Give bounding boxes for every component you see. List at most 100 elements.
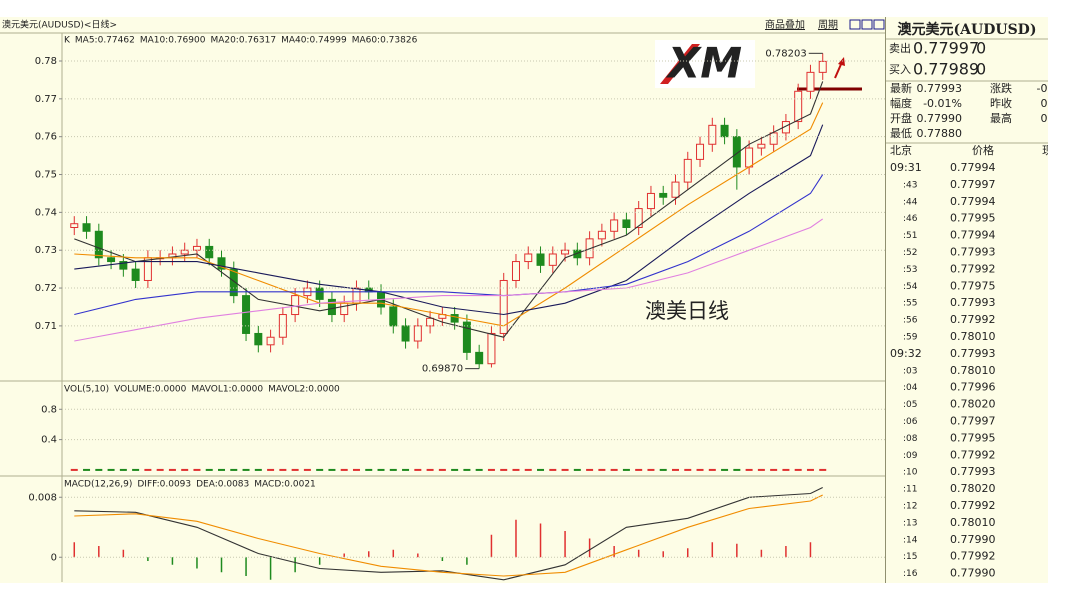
tick-time: :10: [903, 468, 918, 478]
volume-bar: [414, 468, 422, 471]
toolbar-button[interactable]: 周期: [818, 19, 838, 31]
volume-bar: [218, 468, 226, 471]
tick-time: :14: [903, 535, 918, 545]
volume-bar: [782, 468, 790, 471]
candle-body: [659, 192, 668, 198]
volume-bar: [733, 468, 741, 471]
volume-bar: [610, 468, 618, 471]
tick-time: :54: [903, 282, 918, 292]
quote-price: 0.77997: [913, 39, 979, 58]
window: [0, 17, 1048, 583]
candle-body: [671, 181, 680, 198]
candle-body: [720, 124, 729, 138]
tick-time: :53: [903, 265, 917, 275]
volume-bar: [745, 468, 753, 471]
tick-price: 0.78010: [950, 330, 996, 343]
table-header: 北京: [890, 143, 912, 157]
stat-cell: -0.000: [1037, 82, 1069, 95]
candle-body: [536, 253, 545, 266]
candle-body: [610, 219, 619, 232]
candle-body: [119, 261, 128, 270]
volume-bar: [475, 468, 483, 471]
candle-body: [794, 90, 803, 123]
volume-bar: [500, 468, 508, 471]
tick-time: :44: [903, 197, 918, 207]
legend-entry: MA20:0.76317: [210, 36, 276, 46]
annotation: 0.78203: [765, 48, 806, 59]
toolbar: [0, 17, 885, 33]
volume-bar: [549, 468, 557, 471]
volume-bar: [721, 468, 729, 471]
candle-body: [229, 268, 238, 297]
quote-extra: 0: [976, 39, 986, 58]
candle-body: [548, 253, 557, 266]
volume-bar: [487, 468, 495, 471]
tick-time: :43: [903, 180, 917, 190]
tick-time: :06: [903, 417, 918, 427]
volume-bar: [316, 468, 324, 471]
candle-body: [499, 279, 508, 334]
stat-cell: 0.77993: [917, 82, 963, 95]
legend-prefix: VOL(5,10): [64, 385, 109, 395]
logo: XM: [655, 39, 755, 88]
quote-price: 0.77989: [913, 60, 979, 79]
tick-time: :03: [903, 366, 917, 376]
tick-price: 0.78020: [950, 398, 996, 411]
candle-body: [757, 143, 766, 149]
candle-body: [487, 332, 496, 365]
table-header: 价格: [972, 143, 994, 157]
candle-body: [561, 249, 570, 255]
quote-extra: 0: [976, 60, 986, 79]
candle-body: [266, 336, 275, 346]
tick-time: :59: [903, 333, 918, 343]
legend-entry: MAVOL2:0.0000: [268, 385, 340, 395]
legend-entry: DEA:0.0083: [196, 480, 249, 490]
stat-cell: 最低: [890, 127, 912, 140]
tick-price: 0.77992: [950, 262, 996, 275]
tick-time: :12: [903, 502, 917, 512]
volume-bar: [95, 468, 103, 471]
tick-price: 0.77990: [950, 567, 996, 580]
candle-body: [511, 261, 520, 281]
volume-bar: [132, 468, 140, 471]
volume-bar: [279, 468, 287, 471]
candle-body: [315, 287, 324, 300]
tick-time: :56: [903, 316, 918, 326]
candle-body: [242, 295, 251, 334]
volume-bar: [377, 468, 385, 471]
candle-body: [732, 136, 741, 168]
candle-body: [131, 268, 140, 281]
arrow: [834, 57, 845, 79]
volume-bar: [647, 468, 655, 471]
volume-bar: [181, 468, 189, 471]
tick-price: 0.77994: [950, 161, 996, 174]
ma-line: [74, 218, 824, 342]
tick-time: :55: [903, 299, 917, 309]
toolbar-button[interactable]: 商品叠加: [765, 18, 805, 31]
tick-price: 0.77996: [950, 381, 996, 394]
tick-time: :08: [903, 434, 918, 444]
tick-price: 0.77993: [950, 296, 996, 309]
zoom-icons[interactable]: [849, 19, 885, 30]
y-tick-label: 0.4: [41, 435, 57, 446]
volume-bar: [635, 468, 643, 471]
ma-line: [74, 174, 824, 316]
legend-entry: MACD:0.0021: [254, 480, 316, 490]
tick-price: 0.77990: [950, 533, 996, 546]
volume-bar: [83, 468, 91, 471]
tick-price: 0.77995: [950, 431, 996, 444]
tick-time: :09: [903, 451, 918, 461]
tick-price: 0.77992: [950, 550, 996, 563]
legend-entry: DIFF:0.0093: [137, 480, 191, 490]
candle-body: [401, 325, 410, 342]
candle-body: [192, 245, 201, 251]
table-header: 现: [1042, 144, 1053, 157]
volume-bar: [328, 468, 336, 471]
candle-body: [327, 298, 336, 316]
volume-bar: [340, 468, 348, 471]
stat-cell: 涨跌: [990, 81, 1012, 95]
tick-time: :52: [903, 248, 917, 258]
tick-price: 0.78020: [950, 482, 996, 495]
